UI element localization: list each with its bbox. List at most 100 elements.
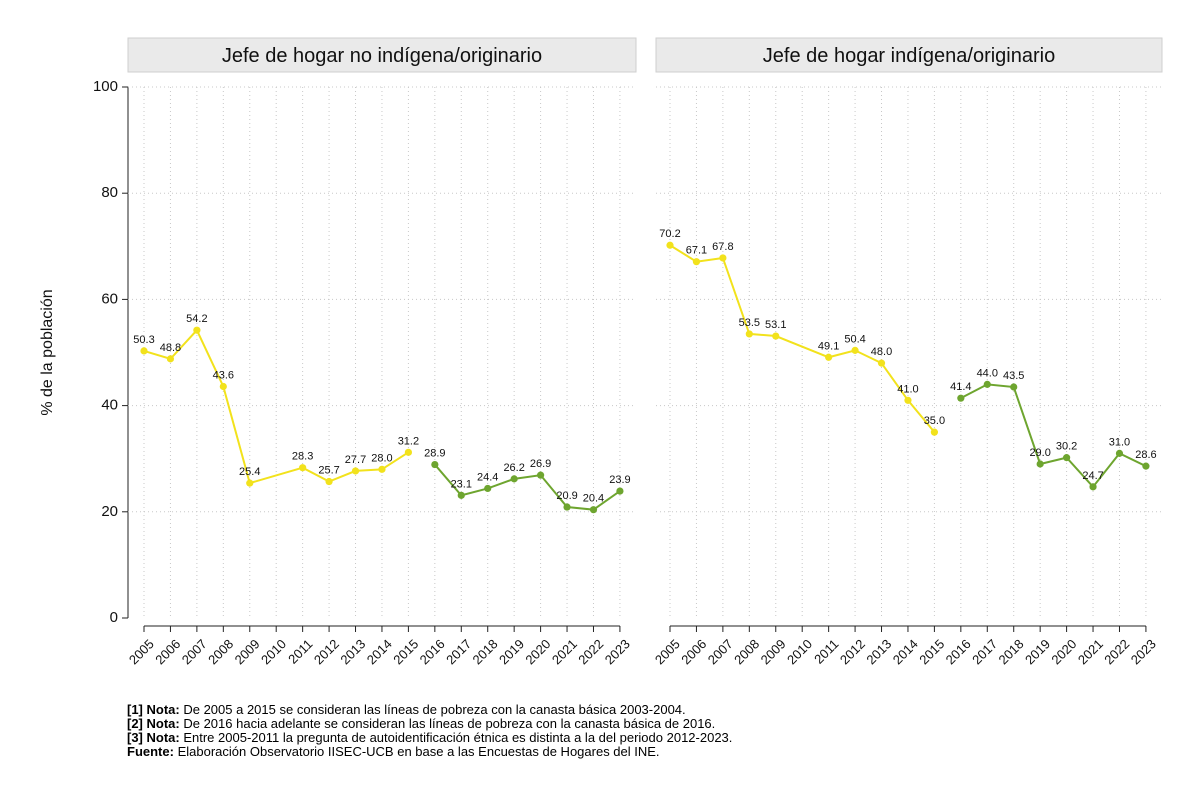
x-tick-label: 2014 [364, 636, 395, 667]
data-label: 44.0 [977, 367, 998, 379]
x-tick-label: 2008 [731, 636, 762, 667]
data-label: 53.1 [765, 319, 786, 331]
data-label: 31.0 [1109, 436, 1130, 448]
data-point [825, 353, 833, 361]
note-2-text: De 2016 hacia adelante se consideran las… [183, 716, 716, 731]
data-label: 28.0 [371, 452, 392, 464]
data-point [983, 380, 991, 388]
data-label: 41.0 [897, 383, 918, 395]
data-label: 28.3 [292, 451, 313, 463]
data-point [666, 241, 674, 249]
x-tick-label: 2019 [496, 636, 527, 667]
data-point [510, 475, 518, 483]
note-3-label: [3] Nota: [127, 730, 180, 745]
data-point [431, 460, 439, 469]
x-tick-label: 2017 [969, 636, 1000, 667]
data-label: 29.0 [1029, 447, 1050, 459]
x-tick-label: 2010 [258, 636, 289, 667]
source-label: Fuente: [127, 744, 174, 759]
x-tick-label: 2021 [1075, 636, 1106, 667]
series-line-period1 [669, 244, 936, 433]
x-tick-label: 2007 [179, 636, 210, 667]
data-label: 67.8 [712, 241, 733, 253]
x-tick-label: 2010 [784, 636, 815, 667]
panel-title: Jefe de hogar indígena/originario [763, 45, 1055, 67]
y-tick-label: 0 [110, 609, 118, 626]
x-tick-label: 2007 [705, 636, 736, 667]
x-tick-label: 2019 [1022, 636, 1053, 667]
x-tick-label: 2009 [232, 636, 263, 667]
x-tick-label: 2023 [602, 636, 633, 667]
data-point [719, 254, 727, 262]
x-tick-label: 2016 [943, 636, 974, 667]
data-point [299, 464, 307, 472]
series-line-period2 [960, 383, 1147, 489]
data-point [351, 467, 360, 475]
data-label: 26.2 [503, 462, 524, 474]
x-tick-label: 2015 [390, 636, 421, 667]
data-point [325, 477, 333, 486]
x-tick-label: 2022 [575, 636, 606, 667]
data-point [193, 326, 201, 334]
data-label: 25.7 [318, 465, 339, 477]
data-label: 28.6 [1135, 449, 1156, 461]
data-point [904, 396, 912, 404]
data-label: 27.7 [345, 454, 366, 466]
chart: 0 20 40 60 80 100 % de la población Jefe de hog… [39, 37, 1163, 667]
data-label: 53.5 [739, 317, 760, 329]
y-tick-label: 100 [93, 78, 118, 95]
data-point [877, 359, 886, 367]
data-label: 50.4 [844, 333, 865, 345]
x-tick-label: 2018 [470, 636, 501, 667]
data-point [930, 428, 939, 436]
data-point [1063, 454, 1071, 462]
data-label: 49.1 [818, 340, 839, 352]
data-label: 26.9 [530, 458, 551, 470]
note-3: [3] Nota: Entre 2005-2011 la pregunta de… [127, 731, 732, 745]
series-line-period2 [434, 463, 621, 511]
data-label: 20.4 [583, 493, 604, 505]
data-point [1142, 462, 1150, 470]
x-tick-label: 2017 [443, 636, 474, 667]
data-label: 24.7 [1082, 470, 1103, 482]
data-point [745, 330, 753, 338]
data-point [484, 484, 492, 493]
x-tick-label: 2005 [652, 636, 683, 667]
panel-header [127, 37, 637, 73]
x-tick-label: 2023 [1128, 636, 1159, 667]
x-tick-label: 2005 [126, 636, 157, 667]
source-note: Fuente: Elaboración Observatorio IISEC-U… [127, 745, 732, 759]
x-tick-label: 2021 [549, 636, 580, 667]
data-label: 48.8 [160, 342, 181, 354]
panel-1: Jefe de hogar no indígena/originario 2005… [126, 37, 637, 667]
x-tick-label: 2008 [205, 636, 236, 667]
data-point [957, 394, 965, 402]
data-point [772, 332, 780, 340]
data-point [1089, 483, 1097, 491]
x-tick-label: 2013 [863, 636, 894, 667]
data-point [1010, 383, 1018, 391]
note-1-text: De 2005 a 2015 se consideran las líneas … [183, 702, 686, 717]
data-label: 23.9 [609, 474, 630, 486]
data-label: 43.6 [213, 369, 234, 381]
data-label: 28.9 [424, 448, 445, 460]
data-label: 30.2 [1056, 441, 1077, 453]
data-point [219, 382, 227, 391]
data-point [851, 346, 859, 354]
x-tick-label: 2014 [890, 636, 921, 667]
x-tick-label: 2012 [311, 636, 342, 667]
data-label: 31.2 [398, 435, 419, 447]
note-2-label: [2] Nota: [127, 716, 180, 731]
note-2: [2] Nota: De 2016 hacia adelante se cons… [127, 717, 732, 731]
x-tick-label: 2006 [152, 636, 183, 667]
data-label: 54.2 [186, 313, 207, 325]
x-tick-label: 2020 [522, 636, 553, 667]
data-label: 43.5 [1003, 370, 1024, 382]
x-tick-label: 2015 [916, 636, 947, 667]
notes: [1] Nota: De 2005 a 2015 se consideran l… [127, 703, 732, 759]
data-point [692, 258, 701, 266]
data-point [404, 448, 412, 456]
data-point [1036, 460, 1044, 468]
data-point [616, 487, 624, 495]
data-point [140, 347, 148, 355]
